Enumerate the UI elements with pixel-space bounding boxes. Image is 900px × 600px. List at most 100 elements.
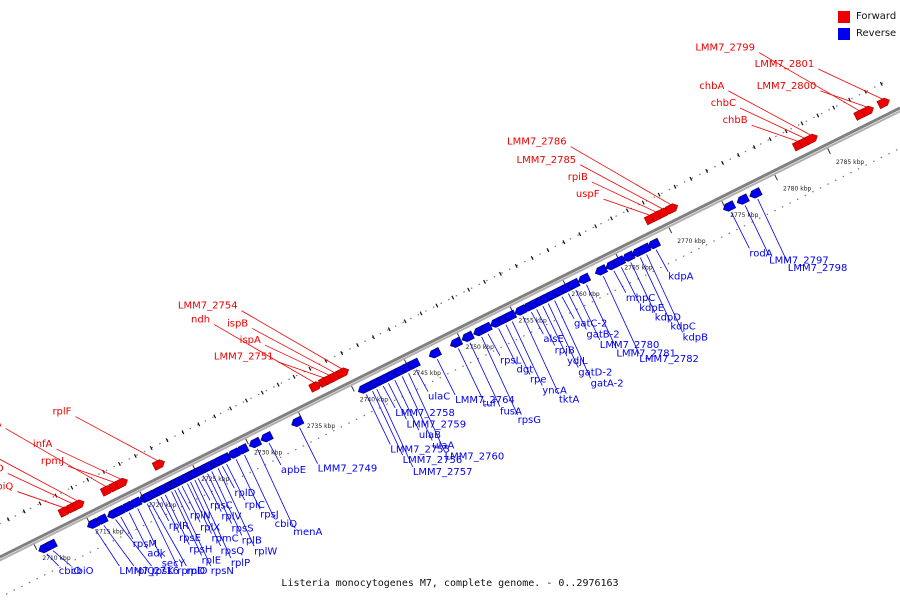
reverse-leader-line [376,388,414,468]
axis-tick [827,148,831,155]
guide-tick [213,414,217,419]
reverse-gene-label: rpsN [211,566,234,577]
guide-tick [879,81,883,86]
reverse-leader-line [256,448,294,527]
reverse-gene-43 [461,330,475,343]
forward-leader-line [7,472,72,504]
reverse-gene-41 [428,347,442,359]
guide-tick [768,137,772,142]
reverse-gene-label: rplW [254,546,277,557]
reverse-gene-48-shape [503,309,518,321]
reverse-gene-label: alsE [543,334,563,345]
forward-gene-21-shape [876,97,890,110]
reverse-leader-line [481,336,518,416]
reverse-leader-line [487,333,501,356]
reverse-gene-label: kdpB [683,332,708,343]
axis-tick-label: 2720 kbp [148,502,176,509]
reverse-gene-label: ulaC [428,392,450,403]
reverse-gene-7-shape [129,496,143,508]
reverse-leader-line [181,486,201,523]
reverse-leader-line [547,303,579,368]
reverse-gene-30-shape [260,431,274,443]
forward-gene-label: LMM7_2799 [695,43,755,54]
guide-tick [483,279,486,284]
guide-tick [752,145,756,150]
guide-tick [133,453,137,459]
reverse-gene-label: rplO [186,566,207,577]
reverse-leader-line [268,442,282,466]
axis-tick-label: 2760 kbp [571,291,599,298]
reverse-gene-57-shape [567,277,581,290]
guide-tick [197,422,201,427]
forward-gene-2 [71,499,85,511]
forward-gene-label: rplF [52,407,71,418]
reverse-gene-label: kdpA [668,272,693,283]
reverse-gene-label: ulaA [432,440,454,451]
reverse-leader-line [469,342,501,407]
reverse-gene-67 [736,193,750,205]
guide-tick [562,240,566,245]
legend-reverse-label: Reverse [856,28,897,39]
reverse-gene-57 [567,277,581,290]
reverse-gene-label: tuf [482,398,496,409]
guide-tick [292,374,296,379]
forward-gene-label: cbiQ [0,482,13,493]
guide-tick [70,485,74,490]
reverse-gene-26 [218,452,232,464]
forward-gene-label: LMM7_2751 [214,352,274,363]
axis-tick-label: 2775 kbp [730,212,758,219]
gene-features [38,97,890,554]
reverse-leader-line [530,311,544,335]
forward-leader-line [67,465,115,483]
reverse-leader-line [235,459,261,510]
forward-gene-6 [151,459,165,471]
reverse-leader-line [585,284,617,349]
reverse-leader-line [202,475,222,512]
reverse-gene-label: kdpE [639,303,664,314]
reverse-gene-58-shape [577,272,592,284]
forward-leader-line [751,124,798,142]
forward-gene-20-shape [860,105,874,118]
reverse-gene-label: rpsK [151,566,174,577]
gene-labels: cbiQyhiDLMM7_2715rpoArpmJinfArplFndhLMM7… [0,43,847,577]
guide-tick [451,295,455,300]
reverse-gene-label: rplN [190,510,211,521]
reverse-leader-line [197,478,211,501]
reverse-leader-line [207,473,232,524]
reverse-gene-label: rodA [749,248,772,259]
reverse-gene-42 [449,336,464,348]
reverse-leader-line [217,468,255,547]
reverse-leader-line [436,358,456,396]
guide-tick [610,216,613,221]
axis-tick [721,201,726,207]
reverse-gene-label: rplD [234,488,255,499]
reverse-gene-62-shape [622,250,636,262]
axis-tick-label: 2710 kbp [42,555,70,562]
reverse-leader-line [150,501,187,567]
label-leader-lines [0,52,883,567]
guide-tick [245,398,248,403]
forward-leader-line [241,310,342,370]
guide-tick [86,477,90,482]
axis-line [0,106,900,559]
reverse-gene-label: yncA [542,386,567,397]
legend-forward: Forward [838,8,896,25]
reverse-gene-label: cbiO [59,566,82,577]
forward-gene-label: infA [33,439,53,450]
reverse-leader-line [388,383,407,420]
forward-leader-line [5,428,106,487]
reverse-gene-label: rpsL [500,356,522,367]
axis-tick-label: 2750 kbp [466,344,494,351]
forward-gene-18 [804,133,818,146]
reverse-gene-29-shape [248,436,263,449]
axis-tick [245,438,249,445]
forward-leader-line [570,146,671,205]
reverse-leader-line [194,479,232,559]
forward-leader-line [251,328,335,373]
reverse-gene-label: rplV [221,512,241,523]
reverse-gene-31-shape [291,415,305,428]
legend-reverse: Reverse [838,25,896,42]
forward-gene-label: LMM7_2785 [517,155,577,166]
reverse-leader-line [95,529,120,567]
reverse-leader-line [177,488,191,511]
